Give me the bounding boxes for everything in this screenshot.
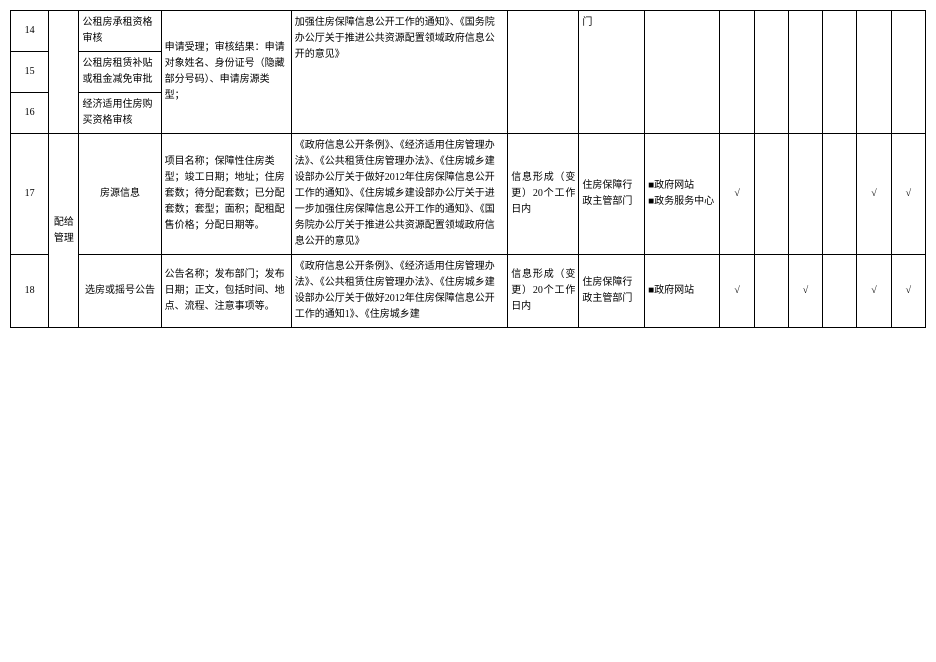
check-cell: √ (720, 255, 754, 328)
check-cell (788, 134, 822, 255)
check-cell: √ (720, 134, 754, 255)
disclosure-table: 14 公租房承租资格审核 申请受理；审核结果：申请对象姓名、身份证号（隐藏部分号… (10, 10, 926, 328)
subcategory-cell: 房源信息 (79, 134, 161, 255)
row-number: 17 (11, 134, 49, 255)
channel-cell (645, 11, 720, 134)
category-cell: 配给管理 (49, 134, 79, 328)
check-cell: √ (788, 255, 822, 328)
check-cell (788, 11, 822, 134)
content-cell: 项目名称；保障性住房类型；竣工日期；地址；住房套数；待分配套数；已分配套数；套型… (161, 134, 291, 255)
check-cell: √ (891, 255, 925, 328)
table-row: 14 公租房承租资格审核 申请受理；审核结果：申请对象姓名、身份证号（隐藏部分号… (11, 11, 926, 52)
category-cell (49, 11, 79, 134)
check-cell (823, 255, 857, 328)
document-page: 14 公租房承租资格审核 申请受理；审核结果：申请对象姓名、身份证号（隐藏部分号… (10, 10, 926, 328)
content-cell: 申请受理；审核结果：申请对象姓名、身份证号（隐藏部分号码）、申请房源类型； (161, 11, 291, 134)
check-cell (720, 11, 754, 134)
check-cell: √ (891, 134, 925, 255)
channel-cell: ■政府网站 ■政务服务中心 (645, 134, 720, 255)
row-number: 15 (11, 52, 49, 93)
check-cell (823, 11, 857, 134)
row-number: 16 (11, 93, 49, 134)
basis-cell: 加强住房保障信息公开工作的通知》、《国务院办公厅关于推进公共资源配置领域政府信息… (291, 11, 507, 134)
table-row: 17 配给管理 房源信息 项目名称；保障性住房类型；竣工日期；地址；住房套数；待… (11, 134, 926, 255)
dept-cell: 门 (579, 11, 645, 134)
table-row: 18 选房或摇号公告 公告名称；发布部门；发布日期；正文，包括时间、地点、流程、… (11, 255, 926, 328)
subcategory-cell: 选房或摇号公告 (79, 255, 161, 328)
row-number: 14 (11, 11, 49, 52)
timing-cell: 信息形成（变更）20个工作日内 (508, 134, 579, 255)
channel-cell: ■政府网站 (645, 255, 720, 328)
row-number: 18 (11, 255, 49, 328)
basis-cell: 《政府信息公开条例》、《经济适用住房管理办法》、《公共租赁住房管理办法》、《住房… (291, 134, 507, 255)
timing-cell: 信息形成（变更）20个工作日内 (508, 255, 579, 328)
subcategory-cell: 经济适用住房购买资格审核 (79, 93, 161, 134)
subcategory-cell: 公租房承租资格审核 (79, 11, 161, 52)
subcategory-cell: 公租房租赁补贴或租金减免审批 (79, 52, 161, 93)
timing-cell (508, 11, 579, 134)
check-cell (754, 11, 788, 134)
content-cell: 公告名称；发布部门；发布日期；正文，包括时间、地点、流程、注意事项等。 (161, 255, 291, 328)
check-cell (754, 134, 788, 255)
check-cell (891, 11, 925, 134)
check-cell (857, 11, 891, 134)
check-cell (754, 255, 788, 328)
dept-cell: 住房保障行政主管部门 (579, 134, 645, 255)
check-cell (823, 134, 857, 255)
dept-cell: 住房保障行政主管部门 (579, 255, 645, 328)
check-cell: √ (857, 255, 891, 328)
basis-cell: 《政府信息公开条例》、《经济适用住房管理办法》、《公共租赁住房管理办法》、《住房… (291, 255, 507, 328)
check-cell: √ (857, 134, 891, 255)
